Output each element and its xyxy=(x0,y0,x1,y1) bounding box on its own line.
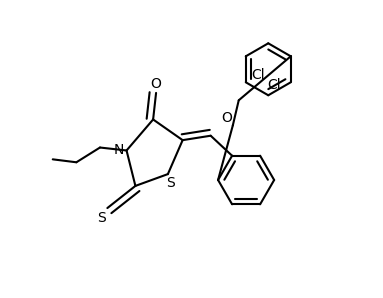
Text: O: O xyxy=(151,77,162,91)
Text: N: N xyxy=(114,143,124,157)
Text: Cl: Cl xyxy=(268,78,282,92)
Text: O: O xyxy=(221,111,232,125)
Text: S: S xyxy=(167,176,175,190)
Text: S: S xyxy=(97,211,106,225)
Text: Cl: Cl xyxy=(251,68,264,82)
